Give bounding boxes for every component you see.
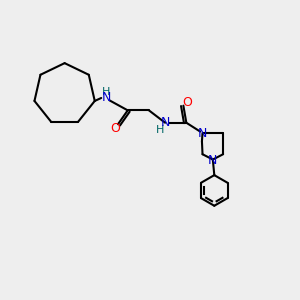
Text: O: O [110,122,120,135]
Text: H: H [156,125,164,135]
Text: N: N [198,127,207,140]
Text: H: H [102,86,111,97]
Text: N: N [102,92,111,104]
Text: N: N [160,116,170,129]
Text: N: N [208,154,218,166]
Text: O: O [182,96,192,109]
